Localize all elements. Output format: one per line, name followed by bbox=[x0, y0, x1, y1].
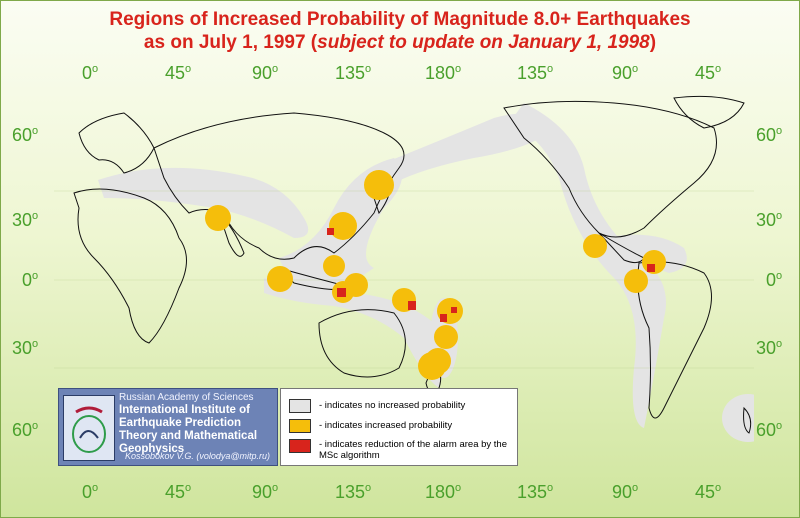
academy-name: Russian Academy of Sciences bbox=[119, 392, 254, 403]
title-line-2: as on July 1, 1997 (subject to update on… bbox=[143, 32, 657, 53]
increased-zone-sumatra bbox=[267, 266, 293, 292]
increased-zone-philippines bbox=[323, 255, 345, 277]
increased-zones bbox=[205, 170, 666, 380]
world-map bbox=[54, 95, 754, 442]
coast-africa bbox=[73, 188, 187, 344]
reduced-zone-solomon bbox=[408, 301, 416, 310]
institute-logo bbox=[63, 395, 115, 461]
increased-zone-hindu-kush bbox=[205, 205, 231, 231]
reduced-zone-vanuatu-b bbox=[451, 307, 457, 313]
lat-label-right-30n: 30o bbox=[756, 210, 783, 230]
institute-name: International Institute of Earthquake Pr… bbox=[119, 404, 258, 455]
coast-greenland bbox=[673, 95, 745, 129]
lon-label-top-5: 135o bbox=[517, 63, 554, 83]
map-legend: - indicates no increased probability - i… bbox=[280, 388, 518, 466]
lon-label-bottom-0: 0o bbox=[82, 482, 99, 502]
lat-label-left-60n: 60o bbox=[12, 125, 39, 145]
map-title: Regions of Increased Probability of Magn… bbox=[0, 8, 800, 54]
gray-zone-south-sandwich bbox=[722, 394, 754, 442]
gray-zone-north-pacific-arc bbox=[384, 113, 554, 183]
lat-label-right-60n: 60o bbox=[756, 125, 783, 145]
lon-label-top-3: 135o bbox=[335, 63, 372, 83]
reduced-zones bbox=[327, 228, 655, 322]
lon-label-top-6: 90o bbox=[612, 63, 639, 83]
legend-label-gray: - indicates no increased probability bbox=[319, 400, 466, 411]
lat-label-left-30n: 30o bbox=[12, 210, 39, 230]
lon-label-bottom-3: 135o bbox=[335, 482, 372, 502]
lon-label-bottom-4: 180o bbox=[425, 482, 462, 502]
lat-label-left-60s: 60o bbox=[12, 420, 39, 440]
lat-label-right-60s: 60o bbox=[756, 420, 783, 440]
legend-swatch-gray bbox=[289, 399, 311, 413]
lat-label-right-0: 0o bbox=[766, 270, 783, 290]
institute-box: Russian Academy of Sciences Internationa… bbox=[58, 388, 278, 466]
lon-label-bottom-6: 90o bbox=[612, 482, 639, 502]
lon-label-bottom-2: 90o bbox=[252, 482, 279, 502]
lon-label-top-1: 45o bbox=[165, 63, 192, 83]
increased-zone-mexico bbox=[583, 234, 607, 258]
lon-label-top-0: 0o bbox=[82, 63, 99, 83]
gray-zone-americas-west bbox=[509, 103, 666, 428]
coast-south-america bbox=[637, 261, 712, 419]
lat-label-left-30s: 30o bbox=[12, 338, 39, 358]
coast-australia bbox=[318, 309, 406, 378]
title-line-1: Regions of Increased Probability of Magn… bbox=[109, 9, 691, 30]
coast-europe bbox=[78, 112, 155, 174]
lon-label-bottom-5: 135o bbox=[517, 482, 554, 502]
lat-label-right-30s: 30o bbox=[756, 338, 783, 358]
lon-label-top-7: 45o bbox=[695, 63, 722, 83]
gray-zone-alpide-belt bbox=[98, 167, 309, 238]
legend-swatch-yellow bbox=[289, 419, 311, 433]
lon-label-top-4: 180o bbox=[425, 63, 462, 83]
reduced-zone-venezuela bbox=[647, 264, 655, 272]
legend-label-yellow: - indicates increased probability bbox=[319, 420, 453, 431]
lon-label-top-2: 90o bbox=[252, 63, 279, 83]
lon-label-bottom-1: 45o bbox=[165, 482, 192, 502]
lon-label-bottom-7: 45o bbox=[695, 482, 722, 502]
coast-north-america bbox=[503, 100, 717, 238]
lat-label-left-0: 0o bbox=[22, 270, 39, 290]
increased-zone-tonga bbox=[434, 325, 458, 349]
increased-zone-kurils-kamchatka bbox=[364, 170, 394, 200]
reduced-zone-taiwan bbox=[327, 228, 334, 235]
legend-label-red: - indicates reduction of the alarm area … bbox=[319, 439, 507, 461]
reduced-zone-vanuatu-a bbox=[440, 314, 447, 322]
increased-zone-japan-taiwan bbox=[329, 212, 357, 240]
increased-zone-ecuador-peru bbox=[624, 269, 648, 293]
legend-swatch-red bbox=[289, 439, 311, 453]
reduced-zone-new-guinea bbox=[337, 288, 346, 297]
coast-antarctic-peninsula bbox=[743, 406, 752, 434]
author-credit: Kossobokov V.G. (volodya@mitp.ru) bbox=[125, 451, 271, 461]
increased-zone-new-zealand bbox=[418, 352, 446, 380]
